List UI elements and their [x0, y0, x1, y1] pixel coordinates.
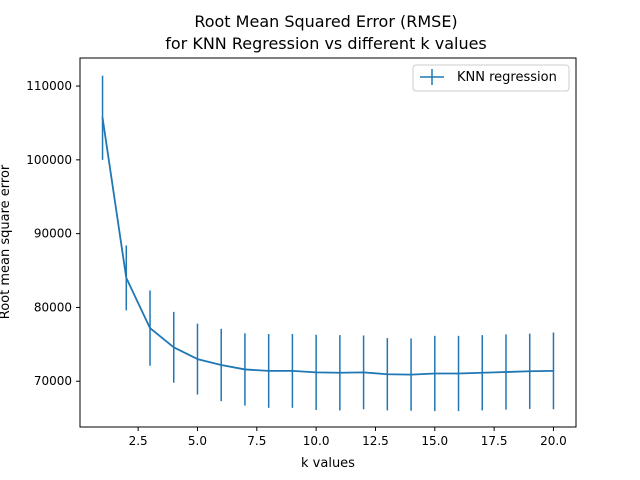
y-tick-label: 80000	[34, 300, 72, 314]
y-tick-label: 100000	[26, 153, 72, 167]
x-tick-label: 12.5	[362, 434, 389, 448]
legend-box	[412, 64, 570, 92]
x-tick-label: 5.0	[188, 434, 207, 448]
legend-label: KNN regression	[457, 70, 557, 85]
y-tick-label: 70000	[34, 374, 72, 388]
x-tick-label: 2.5	[129, 434, 148, 448]
series-line	[101, 116, 555, 376]
chart-title-line2: for KNN Regression vs different k values	[165, 34, 487, 53]
y-axis-label: Root mean square error	[0, 164, 13, 319]
legend: KNN regression	[412, 64, 570, 92]
x-tick-label: 15.0	[421, 434, 448, 448]
x-tick-label: 20.0	[540, 434, 567, 448]
x-tick-label: 17.5	[481, 434, 508, 448]
x-tick-label: 10.0	[303, 434, 330, 448]
chart-title-line1: Root Mean Squared Error (RMSE)	[194, 12, 457, 31]
y-tick-label: 110000	[26, 79, 72, 93]
y-tick-label: 90000	[34, 227, 72, 241]
plot-area: 2.5 5.0 7.5 10.0 12.5 15.0 17.5 20.0 70000 80000 9…	[26, 75, 567, 448]
plot-frame	[79, 57, 577, 428]
x-axis-label: k values	[301, 456, 355, 471]
x-tick-label: 7.5	[247, 434, 266, 448]
